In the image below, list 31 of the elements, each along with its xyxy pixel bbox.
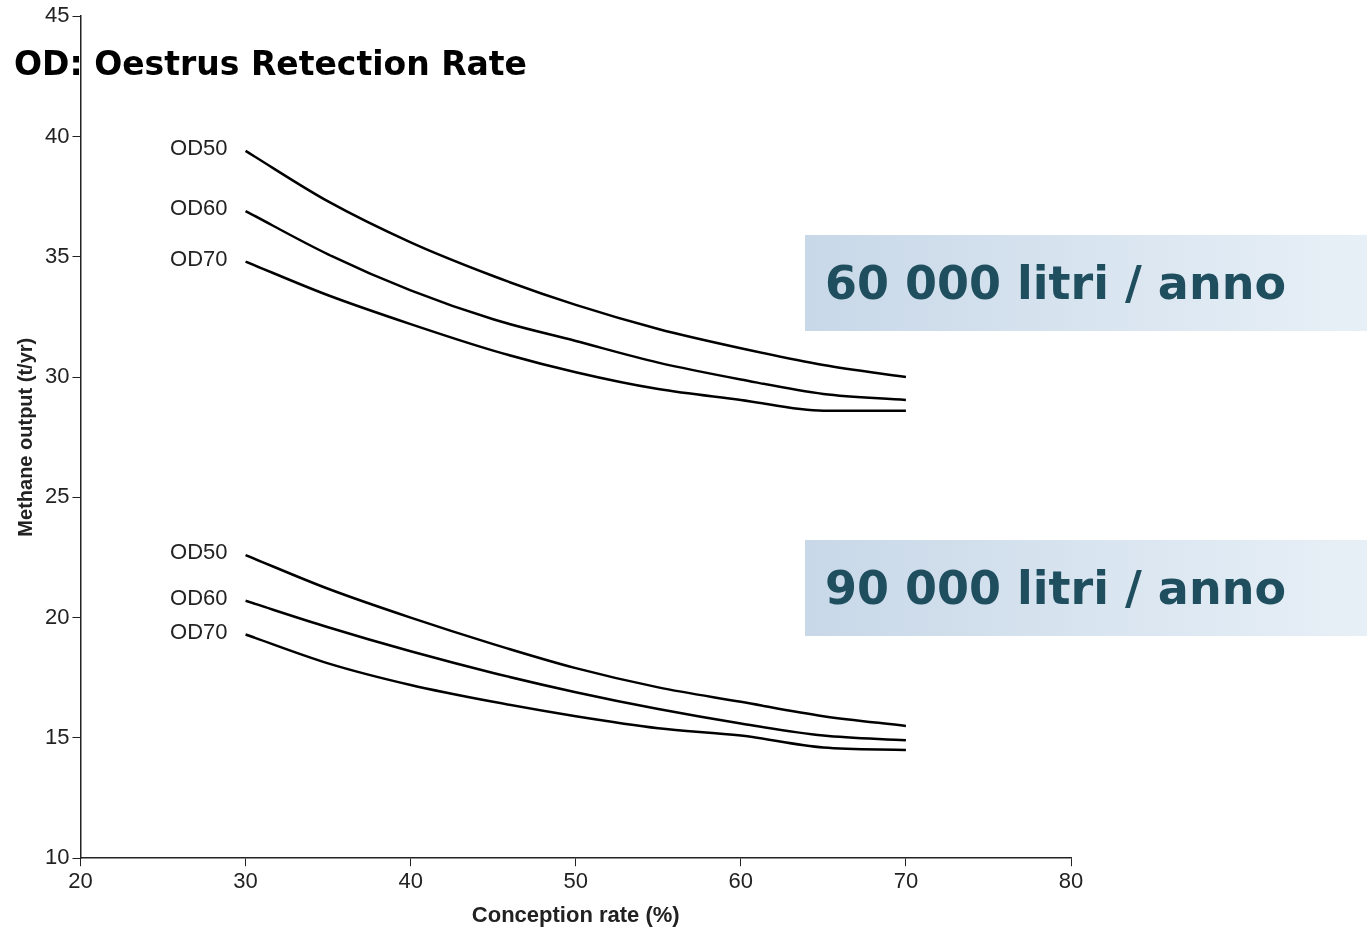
- x-tick-label: 20: [68, 868, 93, 894]
- y-tick-label: 40: [44, 122, 70, 148]
- y-tick-label: 20: [44, 603, 70, 629]
- series-label: OD70: [170, 245, 228, 271]
- y-tick-label: 10: [44, 844, 70, 870]
- x-tick-label: 30: [233, 868, 258, 894]
- series-label: OD50: [170, 539, 228, 565]
- x-tick-label: 40: [398, 868, 423, 894]
- y-tick-label: 30: [44, 363, 70, 389]
- annotation: 90 000 litri / anno: [805, 540, 1367, 636]
- series-label: OD70: [170, 618, 228, 644]
- x-axis-title: Conception rate (%): [471, 901, 680, 927]
- annotation: 60 000 litri / anno: [805, 235, 1367, 331]
- x-tick-label: 60: [728, 868, 754, 894]
- series-label: OD50: [170, 134, 228, 160]
- series-label: OD60: [170, 584, 228, 610]
- line-series: [244, 260, 908, 412]
- x-tick-label: 80: [1058, 868, 1084, 894]
- x-tick-label: 50: [563, 868, 588, 894]
- series-label: OD60: [170, 195, 228, 221]
- text: OD: Oestrus Retection Rate: [14, 44, 527, 83]
- y-tick-label: 15: [44, 723, 70, 749]
- line-series: [244, 633, 908, 752]
- line-series: [244, 553, 908, 728]
- y-tick-label: 45: [44, 2, 70, 28]
- line-series: [244, 209, 908, 402]
- y-tick-label: 35: [44, 242, 70, 268]
- x-tick-label: 70: [893, 868, 919, 894]
- y-axis-title: Methane output (t/yr): [13, 337, 36, 537]
- y-tick-label: 25: [44, 483, 70, 509]
- line-series: [244, 149, 908, 379]
